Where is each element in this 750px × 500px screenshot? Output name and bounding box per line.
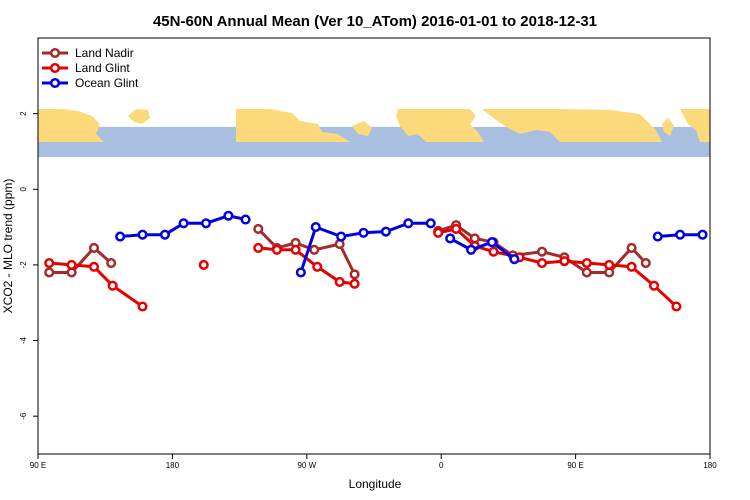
data-point <box>445 233 456 244</box>
data-point <box>88 261 100 272</box>
x-tick-label: 90 W <box>297 461 316 470</box>
map-land <box>680 109 710 142</box>
series-ocean-glint <box>115 210 708 278</box>
map-land <box>38 109 104 142</box>
x-tick-label: 180 <box>703 461 717 470</box>
data-point <box>403 218 414 229</box>
map-land <box>236 109 350 142</box>
data-point <box>697 229 708 240</box>
data-point <box>334 276 345 287</box>
data-point <box>604 259 615 270</box>
data-point <box>44 257 55 269</box>
series-line <box>49 246 113 274</box>
legend-marker <box>49 62 61 74</box>
x-tick-label: 90 E <box>30 461 46 470</box>
x-axis-label: Longitude <box>349 477 402 491</box>
data-point <box>349 269 360 280</box>
data-point <box>240 214 251 225</box>
data-point <box>137 229 148 240</box>
y-tick-label: -2 <box>19 261 28 269</box>
data-point <box>509 254 520 265</box>
x-tick-label: 180 <box>166 461 180 470</box>
x-axis: 90 E 180 90 W 0 90 E 180 <box>30 454 717 470</box>
data-point <box>433 227 444 238</box>
data-point <box>107 280 118 291</box>
series-land-nadir <box>44 220 651 280</box>
legend-label: Land Glint <box>75 61 130 75</box>
data-point <box>312 261 323 272</box>
data-point <box>652 231 663 242</box>
data-point <box>358 227 369 238</box>
data-point <box>66 259 77 270</box>
legend-label: Ocean Glint <box>75 76 139 90</box>
legend-marker <box>49 47 61 59</box>
y-axis-label: XCO2 - MLO trend (ppm) <box>1 179 15 314</box>
data-point <box>536 257 548 269</box>
data-point <box>559 256 570 267</box>
map-land <box>396 109 484 142</box>
data-point <box>671 301 682 312</box>
data-point <box>486 237 498 248</box>
data-point <box>451 223 462 235</box>
data-point <box>336 231 347 242</box>
x-tick-label: 0 <box>439 461 444 470</box>
series-line <box>449 237 516 261</box>
data-point <box>44 267 55 278</box>
data-point <box>159 229 170 240</box>
data-point <box>380 226 391 237</box>
y-tick-label: 2 <box>19 111 28 116</box>
world-map-band <box>38 109 710 158</box>
data-point <box>581 267 592 278</box>
data-point <box>178 218 189 229</box>
data-point <box>198 259 209 270</box>
data-point <box>137 301 148 312</box>
data-point <box>466 244 477 255</box>
data-point <box>290 244 301 255</box>
data-point <box>626 242 637 253</box>
data-point <box>648 280 660 291</box>
y-tick-label: -6 <box>19 412 28 420</box>
series-layer <box>44 210 708 312</box>
map-land <box>352 121 372 136</box>
y-axis: 2 0 -2 -4 -6 <box>19 111 38 420</box>
data-point <box>253 223 264 235</box>
data-point <box>536 246 548 257</box>
data-point <box>581 257 592 269</box>
legend-marker <box>49 77 61 89</box>
data-point <box>309 244 320 255</box>
data-point <box>253 242 264 253</box>
data-point <box>223 210 234 221</box>
map-land <box>482 109 662 142</box>
data-point <box>271 244 282 255</box>
chart-title: 45N-60N Annual Mean (Ver 10_ATom) 2016-0… <box>153 13 597 30</box>
data-point <box>488 246 499 257</box>
data-point <box>88 242 100 253</box>
y-tick-label: 0 <box>19 186 28 191</box>
legend-label: Land Nadir <box>75 46 134 60</box>
data-point <box>640 257 651 269</box>
plot-frame <box>37 37 711 455</box>
data-point <box>115 231 126 242</box>
map-land <box>128 109 150 124</box>
data-point <box>310 222 321 233</box>
data-point <box>425 218 436 229</box>
data-point <box>349 278 360 289</box>
data-point <box>675 229 686 240</box>
y-tick-label: -4 <box>19 336 28 344</box>
map-land <box>662 118 674 136</box>
data-point <box>626 261 637 272</box>
data-point <box>106 257 117 269</box>
x-tick-label: 90 E <box>567 461 583 470</box>
data-point <box>295 267 306 278</box>
data-point <box>200 218 212 229</box>
